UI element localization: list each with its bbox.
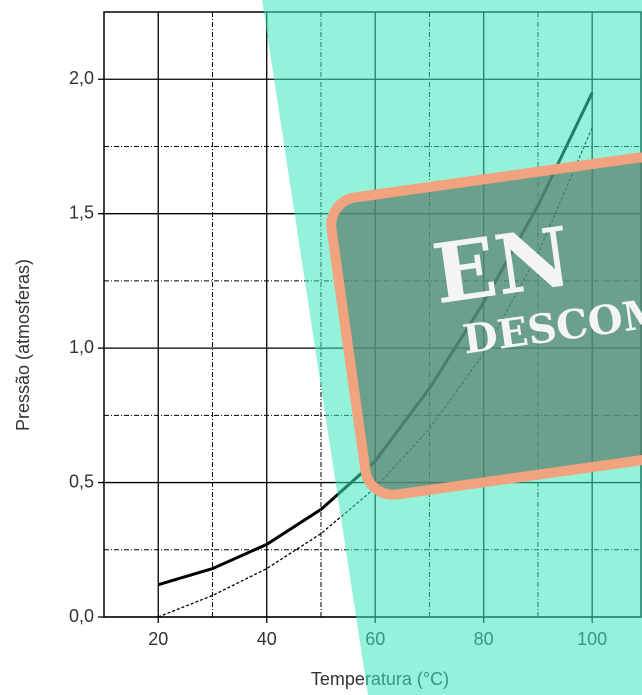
y-axis-label: Pressão (atmosferas) bbox=[13, 259, 33, 431]
y-tick-label: 0,0 bbox=[69, 606, 94, 626]
y-tick-label: 2,0 bbox=[69, 68, 94, 88]
x-tick-label: 40 bbox=[257, 629, 277, 649]
x-tick-label: 20 bbox=[148, 629, 168, 649]
y-tick-label: 0,5 bbox=[69, 471, 94, 491]
y-tick-label: 1,5 bbox=[69, 202, 94, 222]
y-tick-label: 1,0 bbox=[69, 337, 94, 357]
watermark-text: EN bbox=[427, 209, 576, 323]
watermark-badge-box bbox=[326, 152, 642, 500]
